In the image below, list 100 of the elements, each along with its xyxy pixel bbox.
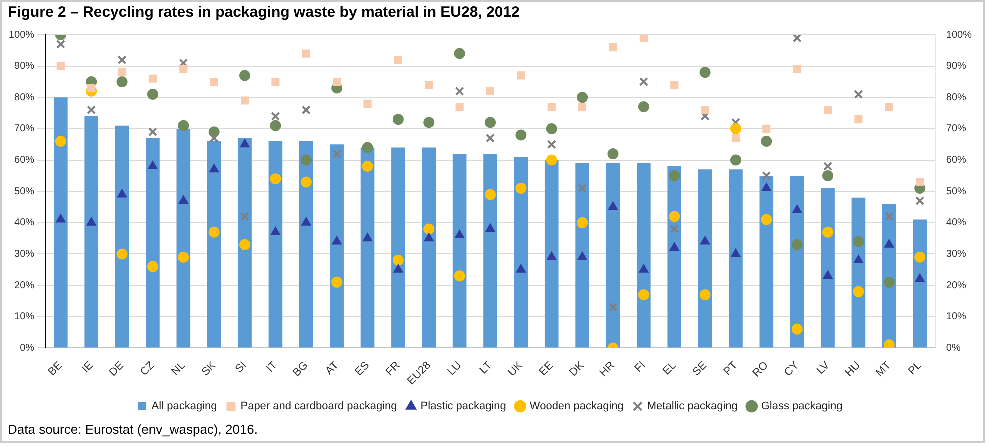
legend-label: Plastic packaging [420,400,506,413]
x-tick-label: FR [384,360,403,379]
point [885,103,894,112]
bar [576,163,590,348]
legend-label: Glass packaging [761,400,843,413]
point [362,233,373,242]
point [853,236,864,248]
y2-tick-label: 80% [946,92,967,104]
point [178,196,188,204]
x-tick-label: HR [598,360,618,380]
point [516,264,526,273]
point [577,92,588,104]
bar [606,163,620,348]
point [424,224,435,235]
point [578,184,588,194]
point [485,117,496,128]
point [210,164,220,173]
point [210,134,219,143]
bar [115,126,130,348]
point [548,103,556,112]
legend-label: Metallic packaging [647,400,738,413]
bar [544,160,559,348]
point [486,134,496,143]
y2-tick-label: 0% [946,342,961,354]
x-tick-label: AT [323,359,342,378]
y-tick-label: 50% [14,186,35,198]
y-tick-label: 80% [14,92,35,104]
bar [514,157,528,348]
point [394,56,402,64]
point [148,74,158,83]
point [485,189,496,200]
bar [330,144,344,348]
x-tick-label: BE [46,360,66,379]
point [456,103,464,112]
x-tick-label: IE [80,360,96,376]
x-tick-label: SK [200,359,220,379]
bar [760,176,774,348]
point [302,50,310,58]
point [362,161,374,172]
bar [729,170,743,348]
point [854,90,864,100]
point [700,289,711,300]
point [824,106,832,114]
point [270,120,282,132]
legend-label: Wooden packaging [530,400,624,413]
point [271,112,280,121]
point [700,67,711,78]
bar [360,148,375,348]
point [792,324,803,335]
point [486,224,496,232]
point [761,136,772,147]
point [148,161,158,170]
point [884,212,894,222]
y2-tick-label: 20% [946,280,967,292]
point [731,248,741,258]
point [823,162,833,172]
point [517,72,526,80]
point [884,239,894,248]
x-tick-label: BG [290,360,311,380]
bar [452,154,467,348]
y2-tick-label: 100% [946,30,972,41]
point [516,130,527,141]
x-tick-label: SE [690,360,710,379]
point [332,149,342,159]
point [392,255,404,266]
point [210,78,218,86]
point [762,182,772,192]
point [640,35,648,42]
legend-label: Paper and cardboard packaging [240,400,398,413]
bar [484,154,498,348]
point [639,77,648,87]
point [608,148,619,160]
x-tick-label: SI [233,360,250,376]
point [148,128,158,137]
y2-tick-label: 60% [946,155,967,166]
bar [637,163,651,348]
point [118,56,127,65]
point [732,134,740,142]
point [761,214,772,226]
y-tick-label: 100% [9,30,35,41]
x-tick-label: DE [107,360,127,379]
point [730,123,742,134]
point [670,224,680,234]
point [670,81,679,90]
point [546,154,558,166]
x-tick-label: CY [782,359,802,379]
point [362,142,374,154]
point [178,120,190,132]
point [302,106,311,115]
bar [238,138,252,348]
point [854,255,864,264]
point [88,84,96,92]
point [578,252,588,260]
x-tick-label: PT [722,359,740,378]
point [792,239,803,250]
point [516,182,527,194]
point [822,170,834,182]
point [608,202,618,210]
point [638,102,650,113]
point [56,214,66,223]
